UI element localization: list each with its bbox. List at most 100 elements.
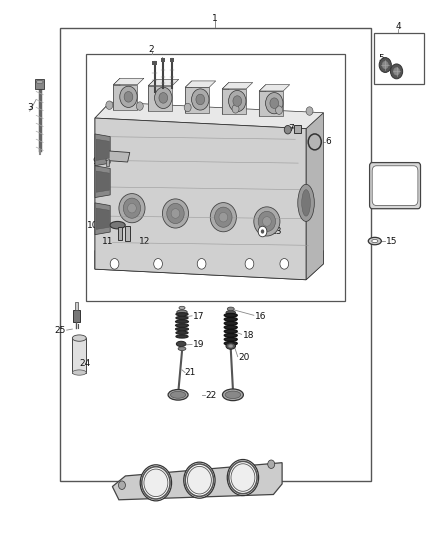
Ellipse shape [110, 221, 125, 229]
Text: 23: 23 [199, 465, 211, 473]
Text: 20: 20 [239, 353, 250, 362]
Circle shape [393, 68, 399, 75]
Ellipse shape [127, 204, 136, 213]
Ellipse shape [368, 237, 381, 245]
Polygon shape [259, 85, 266, 116]
Circle shape [159, 93, 168, 103]
Bar [72, 338, 86, 373]
Ellipse shape [258, 212, 276, 231]
Bar [73, 310, 80, 321]
Ellipse shape [224, 313, 237, 317]
Text: 25: 25 [54, 326, 66, 335]
Ellipse shape [262, 216, 271, 226]
Text: 4: 4 [396, 22, 401, 31]
Ellipse shape [226, 343, 236, 349]
Bar [374, 33, 424, 84]
Polygon shape [106, 151, 130, 162]
Text: 22: 22 [205, 391, 216, 400]
Polygon shape [259, 91, 283, 116]
Circle shape [118, 481, 125, 489]
FancyBboxPatch shape [372, 166, 418, 206]
Ellipse shape [219, 213, 228, 222]
Ellipse shape [177, 310, 187, 314]
Text: 1: 1 [212, 14, 218, 23]
Text: 11: 11 [102, 237, 114, 246]
Polygon shape [96, 139, 110, 160]
Ellipse shape [176, 317, 188, 319]
Circle shape [276, 106, 283, 115]
Text: 8: 8 [159, 98, 164, 107]
Polygon shape [148, 79, 155, 111]
Ellipse shape [227, 459, 258, 496]
Ellipse shape [176, 313, 188, 316]
Ellipse shape [176, 320, 188, 323]
Bar [117, 227, 122, 240]
Ellipse shape [72, 370, 86, 375]
Bar [35, 79, 44, 89]
Circle shape [261, 229, 264, 233]
Ellipse shape [177, 341, 186, 346]
Circle shape [232, 104, 239, 113]
Circle shape [265, 93, 283, 114]
Circle shape [284, 125, 291, 134]
Ellipse shape [372, 239, 378, 243]
Circle shape [382, 61, 389, 69]
Circle shape [306, 107, 313, 115]
Text: 13: 13 [271, 227, 283, 236]
Ellipse shape [36, 80, 43, 84]
Circle shape [235, 465, 242, 473]
Polygon shape [148, 86, 172, 111]
Polygon shape [95, 102, 110, 269]
Ellipse shape [179, 306, 185, 310]
Polygon shape [95, 118, 306, 280]
Polygon shape [95, 134, 110, 166]
Polygon shape [185, 81, 192, 113]
Bar [125, 226, 130, 241]
Circle shape [233, 96, 242, 107]
Polygon shape [185, 81, 216, 87]
Polygon shape [259, 85, 290, 91]
Ellipse shape [226, 311, 236, 315]
Text: 14: 14 [380, 173, 392, 182]
Bar [170, 58, 174, 62]
Ellipse shape [176, 324, 188, 327]
Ellipse shape [176, 327, 188, 330]
Text: 19: 19 [193, 341, 205, 350]
Ellipse shape [254, 207, 280, 236]
Ellipse shape [224, 342, 237, 345]
Text: 2: 2 [149, 45, 154, 54]
Ellipse shape [224, 334, 237, 337]
Bar [74, 302, 78, 310]
Text: 16: 16 [254, 312, 266, 321]
Ellipse shape [162, 199, 188, 228]
Ellipse shape [184, 462, 215, 498]
Circle shape [184, 103, 191, 112]
Ellipse shape [210, 203, 237, 232]
Polygon shape [95, 166, 110, 198]
Ellipse shape [231, 464, 255, 491]
Polygon shape [185, 87, 209, 113]
Ellipse shape [168, 390, 188, 400]
Ellipse shape [223, 389, 244, 401]
Ellipse shape [229, 345, 233, 348]
Text: 7: 7 [289, 124, 294, 133]
Polygon shape [95, 102, 323, 128]
Ellipse shape [119, 193, 145, 223]
Circle shape [152, 476, 159, 484]
Circle shape [196, 94, 205, 105]
Ellipse shape [298, 184, 314, 221]
Polygon shape [306, 113, 323, 280]
Text: 10: 10 [87, 221, 98, 230]
Bar [152, 61, 157, 65]
Polygon shape [113, 463, 282, 500]
Ellipse shape [187, 466, 212, 494]
Ellipse shape [225, 391, 241, 399]
Polygon shape [222, 89, 246, 114]
Ellipse shape [215, 207, 232, 227]
Circle shape [268, 460, 275, 469]
Circle shape [136, 102, 143, 110]
Ellipse shape [170, 391, 186, 398]
Polygon shape [95, 203, 110, 235]
Text: 12: 12 [138, 237, 150, 246]
Polygon shape [95, 251, 323, 280]
